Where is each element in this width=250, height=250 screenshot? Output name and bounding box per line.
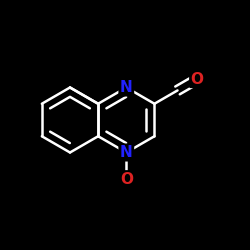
- Text: O: O: [191, 72, 204, 86]
- Text: N: N: [120, 145, 133, 160]
- Text: N: N: [120, 80, 133, 95]
- Text: O: O: [120, 172, 133, 187]
